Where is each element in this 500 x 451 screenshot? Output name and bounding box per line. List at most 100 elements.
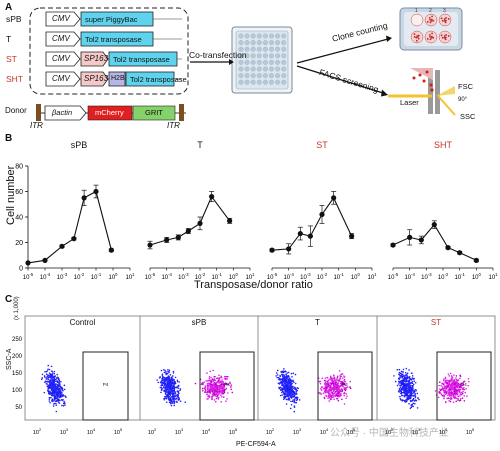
- data-point: [81, 195, 87, 201]
- magenta-event: [453, 374, 455, 376]
- blue-event: [407, 383, 410, 386]
- x-tick-label: 10-3: [300, 272, 311, 281]
- blue-event: [165, 371, 167, 373]
- magenta-event: [464, 391, 467, 394]
- magenta-event: [333, 398, 335, 401]
- magenta-event: [346, 395, 348, 397]
- culture-well: [424, 13, 438, 27]
- blue-event: [399, 380, 402, 383]
- magenta-event: [322, 387, 325, 390]
- x-tick-label: 10-1: [91, 272, 102, 281]
- magenta-event: [328, 388, 331, 390]
- blue-event: [167, 378, 169, 381]
- magenta-event: [222, 386, 224, 389]
- colony-dot: [415, 36, 418, 39]
- blue-event: [408, 369, 410, 371]
- blue-event: [45, 373, 48, 376]
- blue-event: [289, 382, 291, 384]
- gate-label: P4: [224, 382, 230, 387]
- blue-event: [289, 389, 292, 392]
- blue-event: [50, 377, 52, 379]
- blue-event: [409, 396, 412, 398]
- blue-event: [287, 394, 289, 396]
- magenta-event: [340, 380, 343, 383]
- blue-event: [160, 369, 163, 372]
- blue-event: [48, 383, 51, 386]
- magenta-event: [214, 395, 216, 397]
- magenta-event: [203, 381, 205, 383]
- blue-event: [401, 399, 404, 401]
- magenta-event: [206, 380, 209, 382]
- data-point: [147, 242, 153, 248]
- magenta-event: [220, 383, 223, 386]
- plate-well: [256, 79, 262, 85]
- blue-event: [49, 378, 52, 381]
- magenta-event: [208, 396, 211, 398]
- magenta-event: [343, 394, 346, 397]
- blue-event: [275, 372, 278, 374]
- colony-dot: [429, 18, 431, 21]
- magenta-event: [206, 398, 208, 400]
- blue-event: [172, 399, 175, 401]
- blue-event: [406, 385, 409, 387]
- magenta-event: [221, 396, 223, 398]
- magenta-event: [343, 378, 346, 381]
- culture-well: [438, 13, 452, 27]
- x-tick-label: 102: [148, 428, 156, 436]
- x-tick-label: 10-3: [421, 272, 432, 281]
- magenta-event: [217, 377, 220, 380]
- magenta-event: [467, 377, 470, 380]
- blue-event: [393, 375, 395, 377]
- magenta-event: [223, 375, 226, 378]
- blue-event: [294, 401, 296, 404]
- magenta-event: [454, 385, 456, 388]
- blue-event: [396, 368, 399, 371]
- x-tick-label: 10-4: [161, 272, 172, 281]
- blue-event: [292, 399, 295, 401]
- blue-event: [275, 375, 277, 377]
- blue-event: [160, 384, 162, 387]
- cmv-promoter-arrow: [45, 11, 81, 27]
- magenta-event: [461, 392, 464, 395]
- magenta-event: [211, 378, 214, 381]
- magenta-event: [209, 386, 212, 389]
- blue-event: [177, 387, 180, 389]
- blue-event: [291, 393, 294, 396]
- data-point: [59, 243, 65, 249]
- magenta-event: [226, 398, 228, 400]
- y-tick-label: 150: [12, 371, 23, 377]
- blue-event: [284, 390, 287, 393]
- magenta-event: [327, 380, 329, 382]
- blue-event: [398, 388, 401, 390]
- plate-well: [250, 33, 256, 39]
- blue-event: [160, 391, 162, 394]
- blue-event: [56, 381, 59, 384]
- blue-event: [283, 396, 286, 399]
- blue-event: [165, 384, 168, 387]
- magenta-event: [332, 392, 335, 395]
- cmv-label: CMV: [52, 14, 70, 23]
- x-tick-label: 100: [108, 272, 118, 281]
- magenta-event: [442, 389, 445, 391]
- magenta-event: [207, 385, 209, 387]
- sp163-label: SP163: [84, 74, 109, 83]
- data-point: [297, 230, 303, 237]
- magenta-event: [455, 375, 458, 377]
- panel-c-xlabel: PE-CF594-A: [236, 441, 276, 448]
- colony-dot: [428, 34, 431, 36]
- magenta-event: [330, 382, 332, 385]
- blue-event: [276, 369, 279, 372]
- blue-event: [51, 374, 54, 377]
- blue-event: [173, 397, 176, 399]
- blue-event: [167, 396, 170, 399]
- blue-event: [398, 380, 400, 383]
- blue-event: [402, 385, 404, 388]
- blue-event: [56, 394, 58, 396]
- plate-well: [262, 33, 268, 39]
- colony-dot: [429, 38, 432, 41]
- magenta-event: [336, 375, 339, 378]
- blue-event: [169, 374, 172, 376]
- blue-event: [411, 381, 414, 383]
- magenta-event: [450, 386, 453, 389]
- magenta-event: [217, 379, 220, 382]
